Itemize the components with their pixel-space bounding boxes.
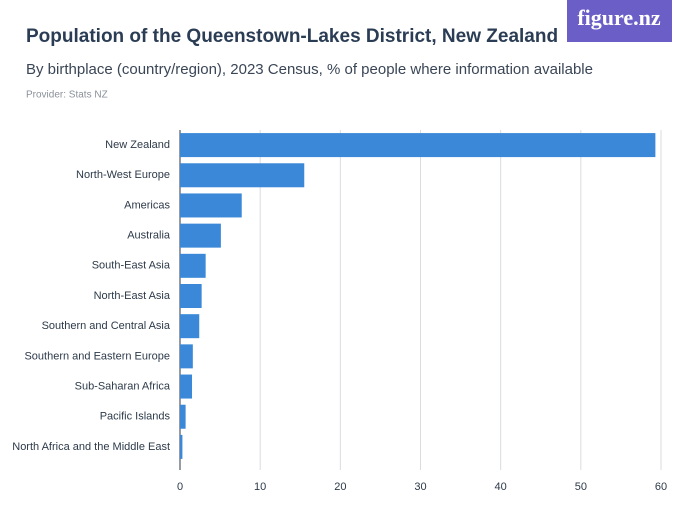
bar (180, 314, 200, 339)
y-tick-label: Australia (127, 230, 171, 242)
x-tick-label: 50 (575, 481, 587, 493)
x-tick-label: 20 (334, 481, 346, 493)
x-tick-label: 0 (177, 481, 183, 493)
bar (180, 253, 206, 278)
x-tick-label: 40 (495, 481, 507, 493)
bar (180, 223, 221, 248)
y-tick-label: North Africa and the Middle East (12, 441, 170, 453)
chart-title: Population of the Queenstown-Lakes Distr… (26, 26, 558, 47)
y-tick-label: South-East Asia (92, 260, 171, 272)
y-tick-label: Pacific Islands (100, 411, 171, 423)
y-tick-label: Southern and Eastern Europe (24, 350, 170, 362)
y-tick-label: North-West Europe (76, 169, 170, 181)
y-tick-label: Americas (124, 199, 170, 211)
bar (180, 434, 183, 459)
bar (180, 404, 186, 429)
bar (180, 133, 656, 158)
bar (180, 163, 305, 188)
bar (180, 193, 242, 218)
chart-subtitle: By birthplace (country/region), 2023 Cen… (26, 61, 593, 78)
bar (180, 344, 193, 369)
y-tick-label: Southern and Central Asia (42, 320, 171, 332)
logo: figure.nz (577, 5, 661, 30)
provider: Provider: Stats NZ (26, 90, 108, 101)
x-tick-label: 30 (414, 481, 426, 493)
y-tick-label: North-East Asia (94, 290, 171, 302)
x-tick-label: 60 (655, 481, 667, 493)
y-tick-label: New Zealand (105, 139, 170, 151)
bar (180, 374, 193, 399)
x-tick-label: 10 (254, 481, 266, 493)
y-tick-label: Sub-Saharan Africa (75, 380, 171, 392)
logo-box (567, 0, 672, 42)
bar (180, 284, 202, 308)
